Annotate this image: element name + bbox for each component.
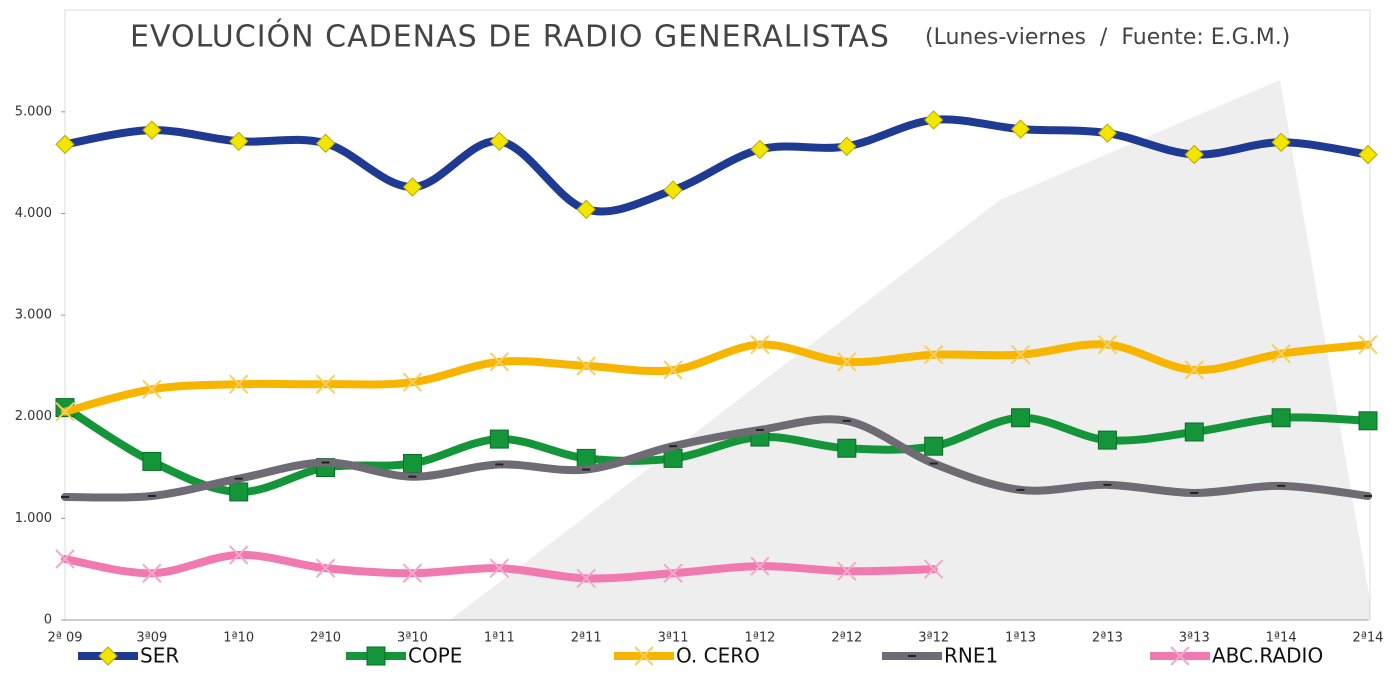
chart-title: EVOLUCIÓN CADENAS DE RADIO GENERALISTAS [130,18,890,55]
marker [490,132,508,150]
y-tick-label: 5.000 [15,104,52,119]
marker [403,454,421,472]
marker [56,135,74,153]
marker [751,140,769,158]
legend-label: SER [140,644,179,668]
x-tick-label: 2ª12 [831,631,862,646]
x-tick-label: 2ª14 [1353,631,1384,646]
marker [1272,409,1290,427]
chart: EVOLUCIÓN CADENAS DE RADIO GENERALISTAS … [0,0,1400,694]
marker [664,449,682,467]
marker [925,111,943,129]
x-tick-label: 2ª10 [310,631,341,646]
marker [838,137,856,155]
y-tick-label: 4.000 [15,206,52,221]
marker [925,437,943,455]
marker [1012,120,1030,138]
marker [1098,124,1116,142]
marker [1359,412,1377,430]
x-tick-label: 3ª13 [1179,631,1210,646]
legend-marker [99,647,117,665]
legend-label: COPE [408,644,462,668]
y-tick-label: 2.000 [15,409,52,424]
x-tick-label: 1ª11 [484,631,515,646]
legend-label: RNE1 [944,644,998,668]
marker [490,430,508,448]
x-tick-label: 2ª13 [1092,631,1123,646]
marker [230,132,248,150]
marker [1185,423,1203,441]
marker [1012,409,1030,427]
y-tick-label: 1.000 [15,511,52,526]
legend-label: O. CERO [676,644,760,668]
marker [403,178,421,196]
marker [838,439,856,457]
y-tick-label: 3.000 [15,308,52,323]
x-tick-label: 2ª11 [571,631,602,646]
x-tick-label: 2ª 09 [47,631,82,646]
marker [143,452,161,470]
x-tick-label: 1ª13 [1005,631,1036,646]
marker [1359,146,1377,164]
x-tick-label: 1ª10 [223,631,254,646]
chart-subtitle: (Lunes-viernes / Fuente: E.G.M.) [925,25,1290,50]
marker [230,483,248,501]
legend-marker [367,647,385,665]
y-tick-label: 0 [44,613,52,628]
legend-label: ABC.RADIO [1212,644,1323,668]
marker [1098,431,1116,449]
tower-background [450,80,1370,620]
marker [143,121,161,139]
